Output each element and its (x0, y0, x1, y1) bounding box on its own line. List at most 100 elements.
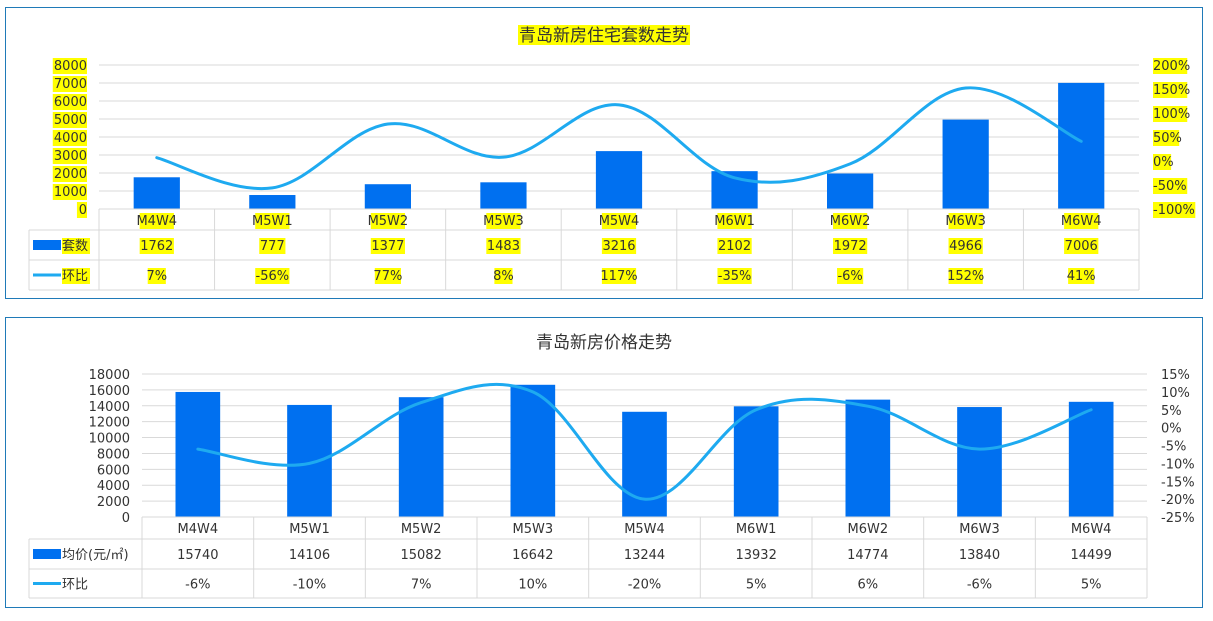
bar (249, 195, 296, 209)
bar (733, 406, 779, 517)
y-left-tick-label-highlight (52, 58, 87, 74)
y-left-tick-label: 12000 (89, 416, 130, 431)
y-left-tick-label: 0 (122, 511, 130, 526)
bar-data-label-highlight (601, 238, 637, 254)
y-right-tick-label: -5% (1161, 440, 1186, 455)
line-data-label-highlight (494, 268, 513, 284)
line-data-label: -6% (967, 578, 992, 593)
line-data-label: 41% (1067, 269, 1096, 284)
line-data-label: 77% (373, 269, 402, 284)
data-table: M4W4 1762 7% M5W1 777 -56% M5W2 1377 77% M5W3 1483… (28, 208, 1140, 291)
bar-data-label: 14106 (289, 548, 330, 563)
line-data-label-highlight (948, 268, 983, 284)
line-data-label-highlight (837, 268, 864, 284)
y-right-tick-label-highlight (1153, 130, 1180, 146)
x-category-label: M5W3 (483, 214, 524, 229)
bar (364, 184, 411, 209)
bar-data-label: 13244 (624, 548, 665, 563)
y-left-tick-label: 18000 (89, 368, 130, 383)
bar-data-label: 16642 (512, 548, 553, 563)
y-left-tick-label: 10000 (89, 432, 130, 447)
y-right-tick-label-highlight (1153, 106, 1188, 122)
y-axis-left: 0200040006000800010000120001400016000180… (89, 368, 130, 526)
bar (957, 407, 1002, 517)
y-axis-left: 0 1000 2000 3000 4000 5000 6000 7000 8000 (52, 58, 87, 218)
bar-data-label: 15082 (400, 548, 441, 563)
bar-data-label: 1762 (140, 239, 173, 254)
bar-data-label: 7006 (1065, 239, 1098, 254)
bar-data-label-highlight (948, 238, 983, 254)
housing-units-chart-panel: 青岛新房住宅套数走势 0 1000 2000 3000 4000 5000 6000 7000 8… (5, 7, 1203, 299)
legend-label-bar: 套数 (62, 238, 88, 254)
y-right-tick-label: 0% (1153, 155, 1174, 170)
bar-data-label-highlight (370, 238, 406, 254)
x-category-label-highlight (717, 213, 752, 229)
y-left-tick-label: 6000 (54, 95, 87, 110)
data-table: M4W4 15740 -6% M5W1 14106 -10% M5W2 15082 7% M5W3… (28, 516, 1148, 599)
y-right-tick-label: -100% (1153, 203, 1195, 218)
bar (510, 384, 556, 517)
chart-title: 青岛新房住宅套数走势 (519, 26, 689, 46)
y-left-tick-label-highlight (52, 76, 87, 92)
line-data-label: -35% (718, 269, 752, 284)
y-left-tick-label: 14000 (89, 400, 130, 415)
bar-data-label-highlight (486, 238, 521, 254)
line-data-label-highlight (255, 268, 290, 284)
line-series (155, 86, 1083, 191)
y-right-tick-label: -20% (1161, 493, 1195, 508)
bar (175, 391, 221, 517)
legend-label-line: 环比 (62, 578, 88, 593)
bar (942, 119, 989, 209)
chart-title: 青岛新房价格走势 (536, 333, 672, 353)
y-axis-right: -25% -20% -15% -10% -5% 0% 5% 10% 15% (1161, 368, 1195, 526)
y-right-tick-label-highlight (1153, 58, 1188, 74)
bar-data-label: 3216 (602, 239, 635, 254)
x-category-label: M5W1 (289, 522, 330, 537)
y-left-tick-label: 5000 (54, 113, 87, 128)
y-left-tick-label: 4000 (54, 131, 87, 146)
bar-data-label: 1483 (487, 239, 520, 254)
x-category-label: M6W1 (736, 522, 777, 537)
y-left-tick-label-highlight (52, 94, 87, 110)
x-category-label: M5W4 (599, 214, 640, 229)
x-category-label: M4W4 (178, 522, 219, 537)
y-left-tick-label: 4000 (97, 479, 130, 494)
x-category-label: M6W4 (1071, 522, 1112, 537)
x-category-label-highlight (139, 213, 174, 229)
x-category-label-highlight (486, 213, 521, 229)
bar (287, 404, 332, 517)
bar-data-label: 15740 (177, 548, 218, 563)
y-left-tick-label: 0 (79, 203, 87, 218)
bar-data-label: 1972 (834, 239, 867, 254)
y-left-tick-label: 16000 (89, 384, 130, 399)
bar-data-label: 13840 (959, 548, 1000, 563)
bar-data-label-highlight (832, 238, 868, 254)
x-category-label-highlight (601, 213, 637, 229)
x-category-label: M6W3 (945, 214, 986, 229)
y-left-tick-label-highlight (52, 112, 87, 128)
x-category-label-highlight (832, 213, 868, 229)
y-right-tick-label: 50% (1153, 131, 1182, 146)
bar (827, 173, 874, 209)
y-right-tick-label: -50% (1153, 179, 1187, 194)
y-left-tick-label-highlight (52, 148, 87, 164)
y-right-tick-label-highlight (1153, 154, 1172, 170)
housing-price-chart: 青岛新房价格走势 02000400060008000100001200014000… (28, 333, 1195, 599)
x-category-label: M5W1 (252, 214, 293, 229)
y-right-tick-label-highlight (1153, 202, 1196, 218)
bar-data-label: 2102 (718, 239, 751, 254)
y-left-tick-label: 2000 (97, 495, 130, 510)
line-data-label: 10% (518, 578, 547, 593)
bar-data-label-highlight (259, 238, 286, 254)
x-category-label: M6W2 (830, 214, 871, 229)
housing-units-chart: 青岛新房住宅套数走势 0 1000 2000 3000 4000 5000 6000 7000 8… (28, 25, 1196, 291)
bar-data-label: 13932 (735, 548, 776, 563)
bar (622, 411, 667, 517)
y-right-tick-label: -10% (1161, 457, 1195, 472)
bar-data-label-highlight (139, 238, 174, 254)
y-left-tick-label: 6000 (97, 463, 130, 478)
bar-data-label: 4966 (949, 239, 982, 254)
bar (1058, 82, 1105, 209)
y-right-tick-label: 200% (1153, 59, 1190, 74)
y-right-tick-label: -25% (1161, 511, 1195, 526)
